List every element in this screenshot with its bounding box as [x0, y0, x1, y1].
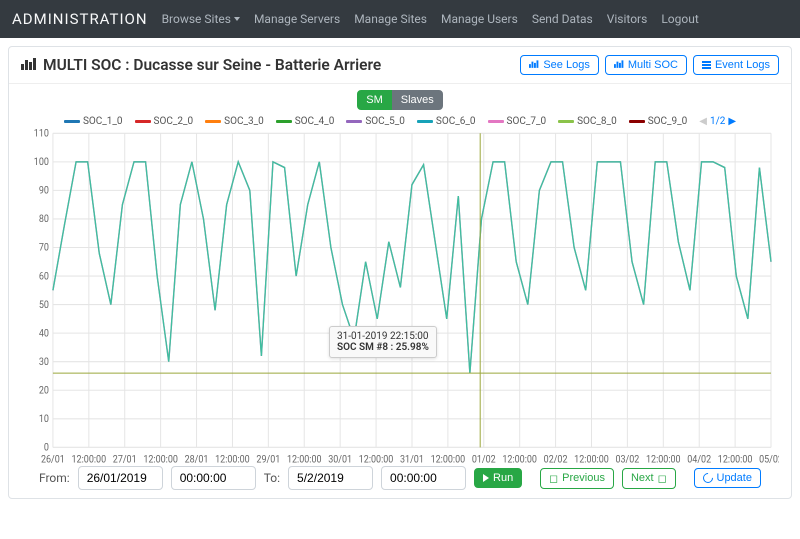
svg-text:12:00:00: 12:00:00: [431, 454, 466, 465]
legend-label: SOC_5_0: [365, 116, 405, 127]
svg-text:12:00:00: 12:00:00: [143, 454, 178, 465]
svg-text:90: 90: [39, 185, 49, 196]
legend-swatch: [205, 120, 221, 123]
nav-link-visitors[interactable]: Visitors: [607, 12, 648, 26]
chart-bar-icon: [614, 59, 624, 71]
legend-swatch: [135, 120, 151, 123]
legend-swatch: [558, 120, 574, 123]
legend-label: SOC_2_0: [154, 116, 194, 127]
legend-item[interactable]: SOC_2_0: [135, 116, 194, 127]
svg-text:60: 60: [39, 271, 49, 282]
legend-label: SOC_4_0: [295, 116, 335, 127]
sm-slaves-toggle: SM Slaves: [357, 90, 443, 110]
sm-toggle-button[interactable]: SM: [357, 90, 392, 110]
svg-text:100: 100: [34, 157, 49, 168]
svg-text:12:00:00: 12:00:00: [215, 454, 250, 465]
pager-prev-icon[interactable]: ◀: [699, 116, 707, 127]
event-logs-button[interactable]: Event Logs: [693, 55, 779, 75]
tooltip-value: SOC SM #8 : 25.98%: [337, 342, 429, 353]
legend-swatch: [629, 120, 645, 123]
main-card: MULTI SOC : Ducasse sur Seine - Batterie…: [8, 46, 792, 499]
svg-text:05/02: 05/02: [759, 454, 779, 465]
pager-next-icon[interactable]: ▶: [728, 116, 736, 127]
legend-label: SOC_6_0: [436, 116, 476, 127]
legend-label: SOC_8_0: [577, 116, 617, 127]
nav-link-logout[interactable]: Logout: [661, 12, 698, 26]
svg-text:30: 30: [39, 357, 49, 368]
svg-text:12:00:00: 12:00:00: [359, 454, 394, 465]
navbar: ADMINISTRATION Browse Sites Manage Server…: [0, 0, 800, 38]
svg-text:0: 0: [44, 442, 49, 453]
legend-item[interactable]: SOC_1_0: [64, 116, 123, 127]
chart-bar-icon: [529, 59, 539, 71]
svg-text:02/02: 02/02: [544, 454, 568, 465]
chart-area: SOC_1_0 SOC_2_0 SOC_3_0 SOC_4_0 SOC_5_0 SOC_6…: [9, 116, 791, 458]
svg-text:40: 40: [39, 328, 49, 339]
filter-row: SM Slaves: [9, 84, 791, 116]
legend-item[interactable]: SOC_7_0: [488, 116, 547, 127]
svg-text:12:00:00: 12:00:00: [502, 454, 537, 465]
nav-link-send-datas[interactable]: Send Datas: [532, 12, 593, 26]
legend-item[interactable]: SOC_3_0: [205, 116, 264, 127]
nav-link-manage-servers[interactable]: Manage Servers: [254, 12, 340, 26]
legend-item[interactable]: SOC_4_0: [276, 116, 335, 127]
navbar-brand: ADMINISTRATION: [12, 10, 148, 28]
svg-text:27/01: 27/01: [113, 454, 137, 465]
card-header: MULTI SOC : Ducasse sur Seine - Batterie…: [9, 47, 791, 84]
svg-text:01/02: 01/02: [472, 454, 496, 465]
legend-label: SOC_3_0: [224, 116, 264, 127]
caret-icon: [234, 17, 240, 21]
svg-text:29/01: 29/01: [256, 454, 280, 465]
legend-label: SOC_1_0: [83, 116, 123, 127]
svg-text:03/02: 03/02: [615, 454, 639, 465]
nav-link-manage-sites[interactable]: Manage Sites: [354, 12, 427, 26]
legend-item[interactable]: SOC_9_0: [629, 116, 688, 127]
legend-label: SOC_7_0: [507, 116, 547, 127]
legend-item[interactable]: SOC_8_0: [558, 116, 617, 127]
legend-pager[interactable]: ◀1/2▶: [699, 116, 736, 127]
legend-swatch: [346, 120, 362, 123]
legend-swatch: [64, 120, 80, 123]
see-logs-button[interactable]: See Logs: [520, 55, 598, 75]
slaves-toggle-button[interactable]: Slaves: [392, 90, 443, 110]
page-title-text: MULTI SOC : Ducasse sur Seine - Batterie…: [43, 56, 381, 74]
legend-item[interactable]: SOC_5_0: [346, 116, 405, 127]
page-title: MULTI SOC : Ducasse sur Seine - Batterie…: [21, 56, 381, 74]
multi-soc-button[interactable]: Multi SOC: [605, 55, 687, 75]
svg-text:12:00:00: 12:00:00: [72, 454, 107, 465]
legend-swatch: [276, 120, 292, 123]
nav-links: Browse Sites Manage Servers Manage Sites Ma…: [162, 12, 713, 26]
legend-swatch: [488, 120, 504, 123]
svg-text:20: 20: [39, 385, 49, 396]
chart-bar-icon: [21, 56, 37, 74]
svg-text:50: 50: [39, 300, 49, 311]
svg-text:26/01: 26/01: [41, 454, 65, 465]
chart-legend: SOC_1_0 SOC_2_0 SOC_3_0 SOC_4_0 SOC_5_0 SOC_6…: [21, 116, 779, 127]
svg-text:70: 70: [39, 242, 49, 253]
list-icon: [702, 61, 711, 69]
svg-text:30/01: 30/01: [328, 454, 352, 465]
tooltip-time: 31-01-2019 22:15:00: [337, 331, 429, 342]
nav-link-manage-users[interactable]: Manage Users: [441, 12, 518, 26]
nav-link-browse-sites[interactable]: Browse Sites: [162, 12, 240, 26]
svg-text:12:00:00: 12:00:00: [646, 454, 681, 465]
svg-text:110: 110: [34, 129, 49, 140]
svg-text:28/01: 28/01: [185, 454, 209, 465]
svg-text:12:00:00: 12:00:00: [718, 454, 753, 465]
legend-swatch: [417, 120, 433, 123]
svg-text:12:00:00: 12:00:00: [287, 454, 322, 465]
chart-svg: 0 10 20 30 40 50 60 70 80 90 100 110 26/01 12:00:00 27…: [21, 129, 779, 471]
svg-text:04/02: 04/02: [687, 454, 711, 465]
play-icon: [483, 474, 489, 482]
svg-text:12:00:00: 12:00:00: [574, 454, 609, 465]
header-buttons: See Logs Multi SOC Event Logs: [520, 55, 779, 75]
legend-item[interactable]: SOC_6_0: [417, 116, 476, 127]
svg-text:80: 80: [39, 214, 49, 225]
legend-label: SOC_9_0: [648, 116, 688, 127]
chart-tooltip: 31-01-2019 22:15:00 SOC SM #8 : 25.98%: [329, 326, 437, 358]
svg-text:10: 10: [39, 414, 49, 425]
svg-text:31/01: 31/01: [400, 454, 424, 465]
